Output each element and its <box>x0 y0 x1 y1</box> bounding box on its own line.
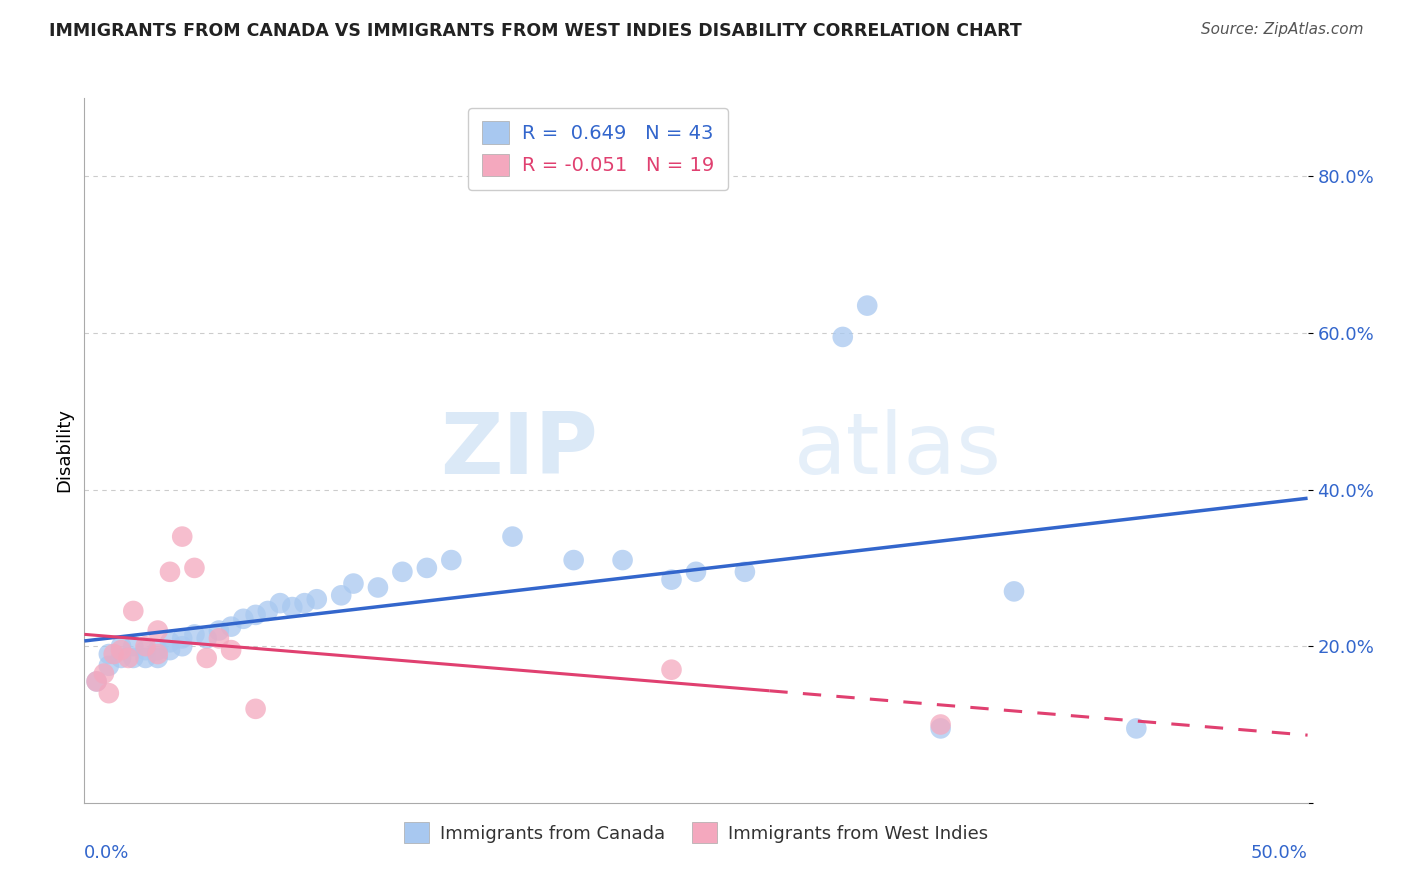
Point <box>208 632 231 646</box>
Text: atlas: atlas <box>794 409 1002 492</box>
Point <box>502 530 524 544</box>
Text: 0.0%: 0.0% <box>84 845 129 863</box>
Point <box>294 596 316 610</box>
Point <box>1002 584 1025 599</box>
Point <box>661 573 683 587</box>
Point <box>305 592 328 607</box>
Point <box>86 674 108 689</box>
Point <box>367 581 389 595</box>
Point <box>661 663 683 677</box>
Legend: Immigrants from Canada, Immigrants from West Indies: Immigrants from Canada, Immigrants from … <box>396 815 995 850</box>
Point <box>219 643 242 657</box>
Point <box>146 651 169 665</box>
Point <box>856 299 879 313</box>
Point <box>183 561 205 575</box>
Point <box>245 702 267 716</box>
Point <box>103 647 125 661</box>
Point <box>159 643 181 657</box>
Point <box>440 553 463 567</box>
Point <box>208 624 231 638</box>
Text: IMMIGRANTS FROM CANADA VS IMMIGRANTS FROM WEST INDIES DISABILITY CORRELATION CHA: IMMIGRANTS FROM CANADA VS IMMIGRANTS FRO… <box>49 22 1022 40</box>
Y-axis label: Disability: Disability <box>55 409 73 492</box>
Point <box>159 635 181 649</box>
Text: ZIP: ZIP <box>440 409 598 492</box>
Point <box>93 666 115 681</box>
Point <box>97 686 120 700</box>
Point <box>97 658 120 673</box>
Point <box>562 553 585 567</box>
Point <box>195 632 218 646</box>
Point <box>172 530 194 544</box>
Point <box>330 588 353 602</box>
Point <box>219 619 242 633</box>
Point <box>245 607 267 622</box>
Point <box>146 624 169 638</box>
Point <box>110 639 132 653</box>
Point <box>269 596 291 610</box>
Point <box>195 651 218 665</box>
Point <box>257 604 280 618</box>
Point <box>183 627 205 641</box>
Point <box>929 722 952 736</box>
Point <box>135 651 157 665</box>
Text: Source: ZipAtlas.com: Source: ZipAtlas.com <box>1201 22 1364 37</box>
Point <box>146 643 169 657</box>
Point <box>122 651 145 665</box>
Point <box>391 565 413 579</box>
Text: 50.0%: 50.0% <box>1251 845 1308 863</box>
Point <box>734 565 756 579</box>
Point <box>685 565 707 579</box>
Point <box>342 576 364 591</box>
Point <box>1125 722 1147 736</box>
Point <box>135 639 157 653</box>
Point <box>122 639 145 653</box>
Point <box>122 604 145 618</box>
Point <box>831 330 853 344</box>
Point <box>135 643 157 657</box>
Point <box>110 643 132 657</box>
Point <box>416 561 439 575</box>
Point <box>172 632 194 646</box>
Point <box>281 600 304 615</box>
Point <box>159 565 181 579</box>
Point <box>172 639 194 653</box>
Point <box>232 612 254 626</box>
Point <box>110 651 132 665</box>
Point <box>929 717 952 731</box>
Point <box>146 647 169 661</box>
Point <box>117 651 139 665</box>
Point <box>97 647 120 661</box>
Point <box>86 674 108 689</box>
Point <box>612 553 634 567</box>
